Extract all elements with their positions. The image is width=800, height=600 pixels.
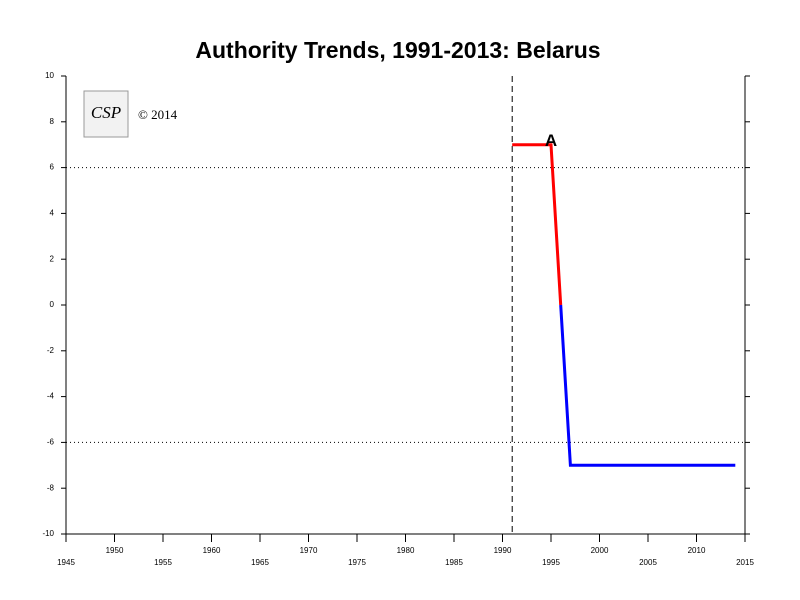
y-tick-label: -2 [47,346,55,355]
x-tick-label: 1960 [203,546,221,555]
x-tick-label: 1965 [251,558,269,567]
y-tick-label: 0 [50,300,55,309]
y-tick-label: 6 [50,163,55,172]
x-tick-label: 1970 [300,546,318,555]
y-tick-label: 2 [50,254,55,263]
logo-box [83,90,129,138]
x-tick-label: 2010 [688,546,706,555]
y-tick-label: -10 [42,529,54,538]
logo: CSP [91,103,121,122]
y-tick-label: -8 [47,483,55,492]
chart-title: Authority Trends, 1991-2013: Belarus [195,37,600,63]
copyright: © 2014 [138,107,178,122]
x-tick-label: 1980 [397,546,415,555]
x-tick-label: 1950 [106,546,124,555]
y-tick-label: -6 [47,438,55,447]
x-tick-label: 1995 [542,558,560,567]
annotation: A [545,131,557,150]
y-tick-label: 4 [50,209,55,218]
x-tick-label: 1985 [445,558,463,567]
y-tick-label: -4 [47,392,55,401]
x-tick-label: 2000 [591,546,609,555]
x-tick-label: 1975 [348,558,366,567]
x-tick-label: 1955 [154,558,172,567]
series-line [512,143,563,306]
y-tick-label: 10 [45,71,54,80]
y-tick-label: 8 [50,117,55,126]
series-line [559,304,736,467]
x-tick-label: 2015 [736,558,754,567]
x-tick-label: 1945 [57,558,75,567]
x-tick-label: 1990 [494,546,512,555]
x-tick-label: 2005 [639,558,657,567]
